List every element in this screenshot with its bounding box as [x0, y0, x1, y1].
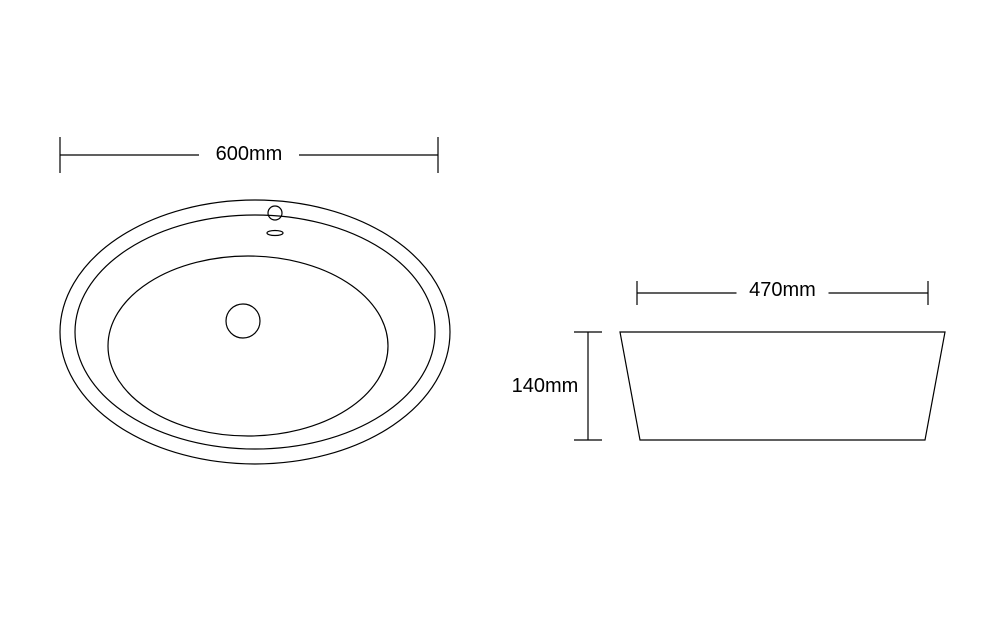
side-view	[620, 332, 945, 440]
tap-hole	[268, 206, 282, 220]
dimension-width-470: 470mm	[637, 276, 928, 305]
dim-label: 600mm	[216, 143, 283, 165]
basin-rim	[75, 215, 435, 449]
technical-drawing: 600mm 470mm 140mm	[0, 0, 1000, 619]
dim-label: 140mm	[512, 375, 579, 397]
dim-label: 470mm	[749, 279, 816, 301]
dimension-width-600: 600mm	[60, 137, 438, 173]
overflow-slot	[267, 231, 283, 236]
top-view	[60, 200, 450, 464]
dimension-height-140: 140mm	[512, 332, 602, 440]
drain-hole	[226, 304, 260, 338]
basin-bowl	[108, 256, 388, 436]
basin-outer-edge	[60, 200, 450, 464]
basin-profile	[620, 332, 945, 440]
